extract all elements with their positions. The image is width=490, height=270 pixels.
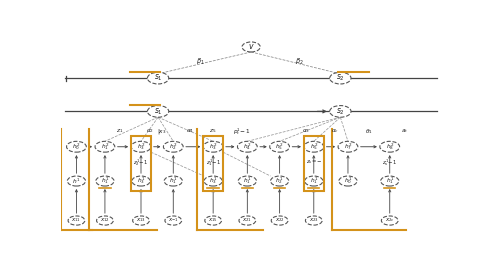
Circle shape bbox=[304, 141, 324, 152]
Circle shape bbox=[203, 141, 223, 152]
Text: $\beta_1$: $\beta_1$ bbox=[196, 56, 205, 67]
Circle shape bbox=[132, 176, 150, 186]
Text: $x_{15}$: $x_{15}$ bbox=[208, 217, 218, 224]
Circle shape bbox=[270, 176, 289, 186]
Circle shape bbox=[133, 216, 149, 225]
Circle shape bbox=[238, 176, 256, 186]
Text: $x_{21}$: $x_{21}$ bbox=[243, 217, 252, 224]
Bar bbox=[304, 136, 324, 191]
Text: $\beta_2$: $\beta_2$ bbox=[295, 56, 304, 67]
Circle shape bbox=[305, 216, 322, 225]
Text: $v$: $v$ bbox=[248, 42, 254, 52]
Text: $x_{22}$: $x_{22}$ bbox=[274, 217, 285, 224]
Text: $z_1^1\!-\!1$: $z_1^1\!-\!1$ bbox=[206, 157, 220, 168]
Text: $h_2^2$: $h_2^2$ bbox=[169, 141, 177, 152]
Circle shape bbox=[68, 216, 85, 225]
Circle shape bbox=[147, 106, 169, 117]
Circle shape bbox=[381, 216, 398, 225]
Bar bbox=[203, 136, 223, 191]
Circle shape bbox=[271, 216, 288, 225]
Circle shape bbox=[305, 176, 323, 186]
Text: $h_3^1$: $h_3^1$ bbox=[209, 176, 217, 187]
Circle shape bbox=[67, 176, 86, 186]
Text: $h_1^1$: $h_1^1$ bbox=[310, 176, 318, 187]
Text: $h_7^2$: $h_7^2$ bbox=[344, 141, 352, 152]
Circle shape bbox=[339, 176, 357, 186]
Text: $h^1$: $h^1$ bbox=[73, 176, 80, 186]
Text: $h_1^2$: $h_1^2$ bbox=[101, 141, 109, 152]
Text: $a_t$: $a_t$ bbox=[401, 127, 409, 135]
Text: $\alpha_c$: $\alpha_c$ bbox=[331, 127, 339, 135]
Circle shape bbox=[330, 106, 351, 117]
Text: $\alpha_4$: $\alpha_4$ bbox=[186, 127, 195, 135]
Text: $x_{-1}$: $x_{-1}$ bbox=[168, 217, 179, 224]
Text: $h_8^2$: $h_8^2$ bbox=[386, 141, 394, 152]
Circle shape bbox=[131, 141, 151, 152]
Text: $z_s^1\!-\!1$: $z_s^1\!-\!1$ bbox=[382, 157, 397, 168]
Text: $x_{23}$: $x_{23}$ bbox=[309, 217, 319, 224]
Text: $s_2$: $s_2$ bbox=[336, 73, 345, 83]
Text: $s_2$: $s_2$ bbox=[336, 106, 345, 117]
Circle shape bbox=[147, 72, 169, 84]
Text: $z_s\!=\!-$: $z_s\!=\!-$ bbox=[306, 158, 322, 166]
Circle shape bbox=[330, 72, 351, 84]
Circle shape bbox=[164, 176, 182, 186]
Text: $h_1^1$: $h_1^1$ bbox=[386, 176, 394, 187]
Circle shape bbox=[238, 141, 257, 152]
Text: $h_3^2$: $h_3^2$ bbox=[209, 141, 217, 152]
Text: $z_1$: $z_1$ bbox=[117, 127, 124, 135]
Circle shape bbox=[97, 216, 113, 225]
Text: $\alpha_3$: $\alpha_3$ bbox=[302, 127, 310, 135]
Text: $h_1^1$: $h_1^1$ bbox=[101, 176, 109, 187]
Text: $h_1^1$: $h_1^1$ bbox=[243, 176, 251, 187]
Text: $x_{12}$: $x_{12}$ bbox=[100, 217, 110, 224]
Circle shape bbox=[96, 176, 114, 186]
Circle shape bbox=[242, 42, 260, 52]
Circle shape bbox=[205, 216, 221, 225]
Circle shape bbox=[270, 141, 290, 152]
Text: $x_{11}$: $x_{11}$ bbox=[72, 217, 81, 224]
Text: $|x_3$: $|x_3$ bbox=[157, 127, 167, 136]
Text: $h_0^2$: $h_0^2$ bbox=[73, 141, 80, 152]
Text: $x_{2c}$: $x_{2c}$ bbox=[385, 217, 395, 224]
Text: $h_5^2$: $h_5^2$ bbox=[275, 141, 284, 152]
Text: $s_1$: $s_1$ bbox=[154, 73, 163, 83]
Text: $h_5^2$: $h_5^2$ bbox=[310, 141, 318, 152]
Bar bbox=[131, 136, 151, 191]
Circle shape bbox=[239, 216, 256, 225]
Circle shape bbox=[95, 141, 115, 152]
Circle shape bbox=[381, 176, 399, 186]
Circle shape bbox=[163, 141, 183, 152]
Circle shape bbox=[67, 141, 86, 152]
Text: $s_1$: $s_1$ bbox=[154, 106, 163, 117]
Circle shape bbox=[204, 176, 222, 186]
Circle shape bbox=[338, 141, 358, 152]
Text: $h_3^2$: $h_3^2$ bbox=[137, 141, 145, 152]
Text: $z_2^1\!-\!1$: $z_2^1\!-\!1$ bbox=[133, 157, 148, 168]
Text: $h_1^1$: $h_1^1$ bbox=[169, 176, 177, 187]
Text: $h_0^1$: $h_0^1$ bbox=[344, 176, 352, 187]
Text: $\alpha_2$: $\alpha_2$ bbox=[147, 127, 154, 135]
Text: $p_t^1\!-\!1$: $p_t^1\!-\!1$ bbox=[233, 126, 250, 137]
Text: $x_{13}$: $x_{13}$ bbox=[136, 217, 146, 224]
Text: $h_3^1$: $h_3^1$ bbox=[137, 176, 145, 187]
Circle shape bbox=[165, 216, 182, 225]
Text: $h_4^2$: $h_4^2$ bbox=[243, 141, 251, 152]
Text: $h_2^1$: $h_2^1$ bbox=[275, 176, 284, 187]
Circle shape bbox=[380, 141, 400, 152]
Text: $z_5$: $z_5$ bbox=[209, 127, 217, 135]
Text: $\theta_1$: $\theta_1$ bbox=[365, 127, 373, 136]
